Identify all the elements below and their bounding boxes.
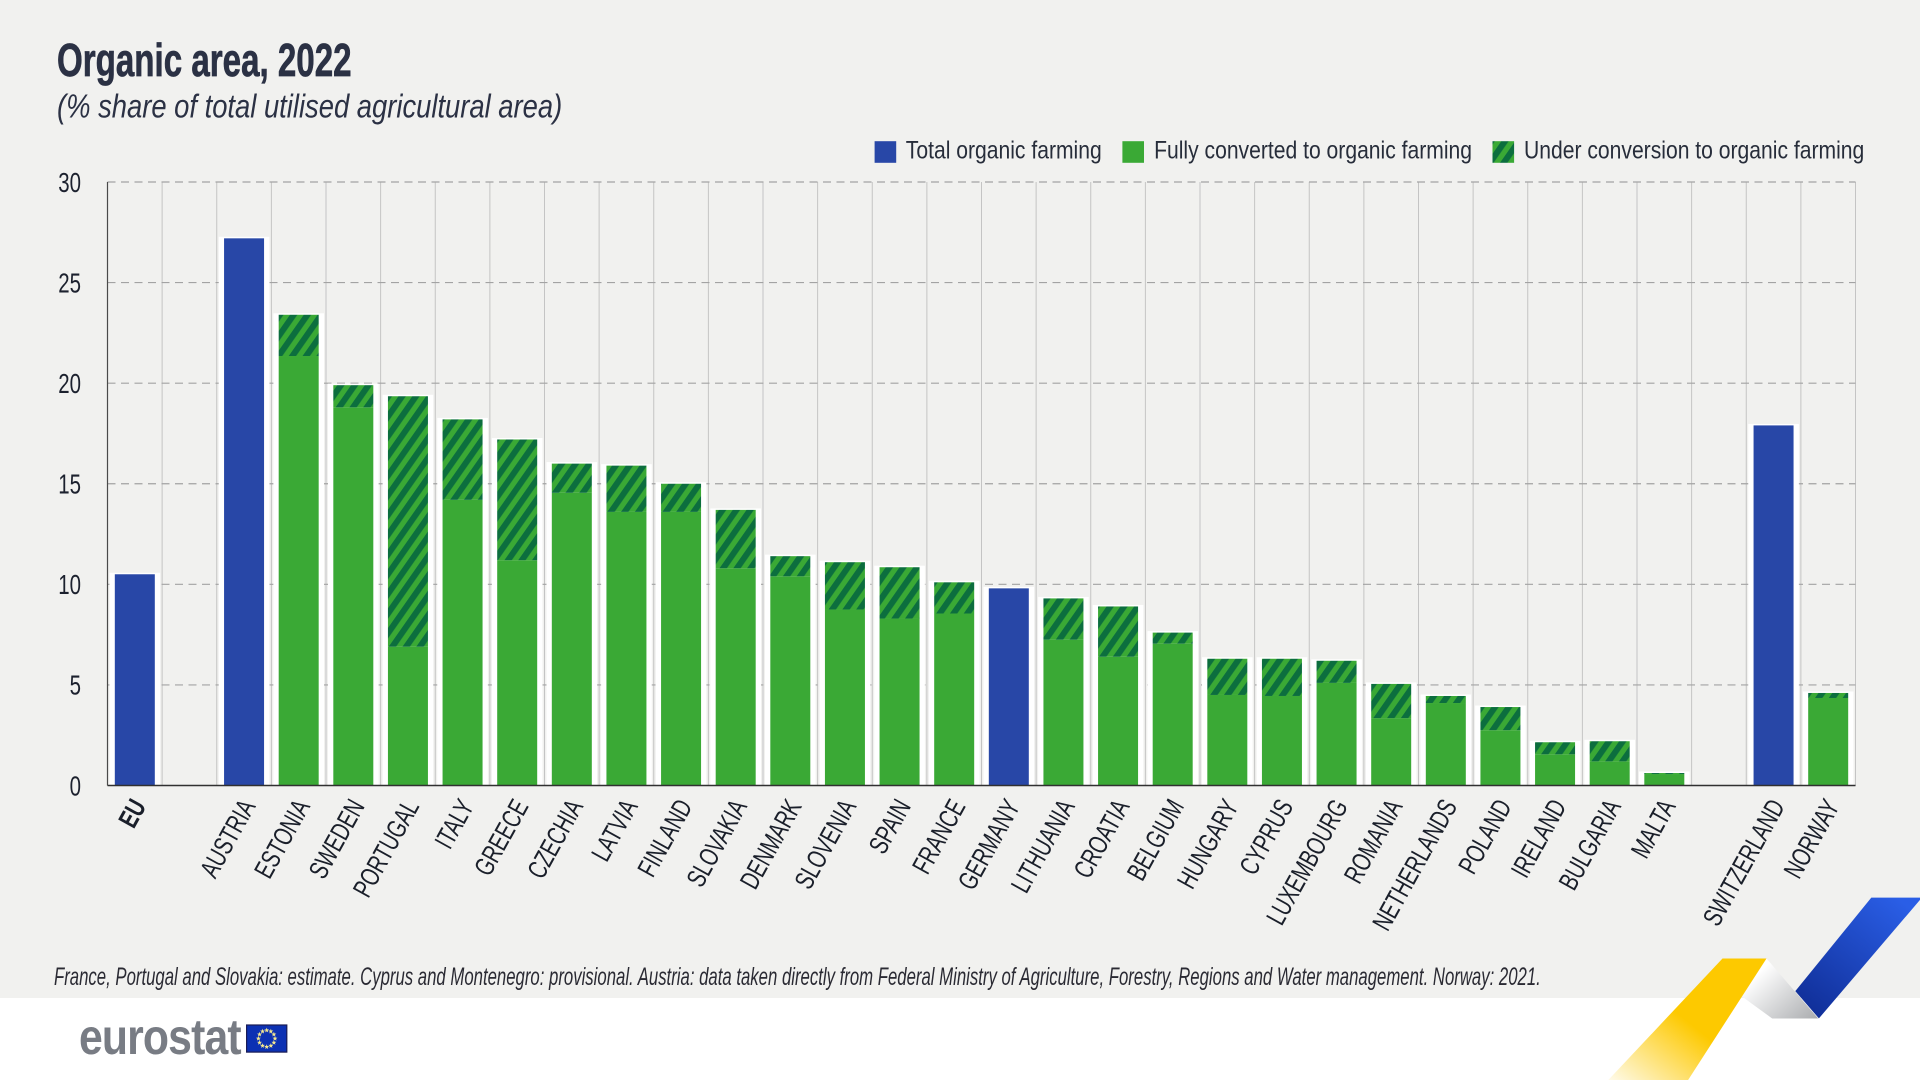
svg-text:(% share of total utilised agr: (% share of total utilised agricultural …: [57, 89, 562, 125]
svg-text:Under conversion to organic fa: Under conversion to organic farming: [1524, 136, 1864, 164]
svg-text:15: 15: [58, 470, 81, 501]
svg-text:5: 5: [70, 671, 81, 702]
svg-text:20: 20: [58, 369, 81, 400]
svg-text:25: 25: [58, 268, 81, 299]
svg-text:Organic area, 2022: Organic area, 2022: [57, 36, 352, 86]
svg-text:Total organic farming: Total organic farming: [906, 136, 1102, 164]
svg-text:Fully converted to organic far: Fully converted to organic farming: [1154, 136, 1472, 164]
svg-text:30: 30: [58, 168, 81, 199]
svg-text:eurostat: eurostat: [79, 1009, 241, 1065]
svg-text:0: 0: [70, 771, 81, 802]
svg-text:10: 10: [58, 570, 81, 601]
svg-text:France, Portugal and Slovakia:: France, Portugal and Slovakia: estimate.…: [54, 963, 1541, 991]
